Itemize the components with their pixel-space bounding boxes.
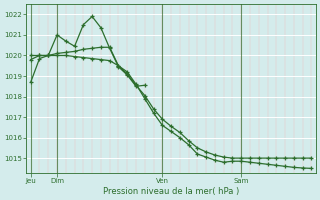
X-axis label: Pression niveau de la mer( hPa ): Pression niveau de la mer( hPa ) <box>103 187 239 196</box>
